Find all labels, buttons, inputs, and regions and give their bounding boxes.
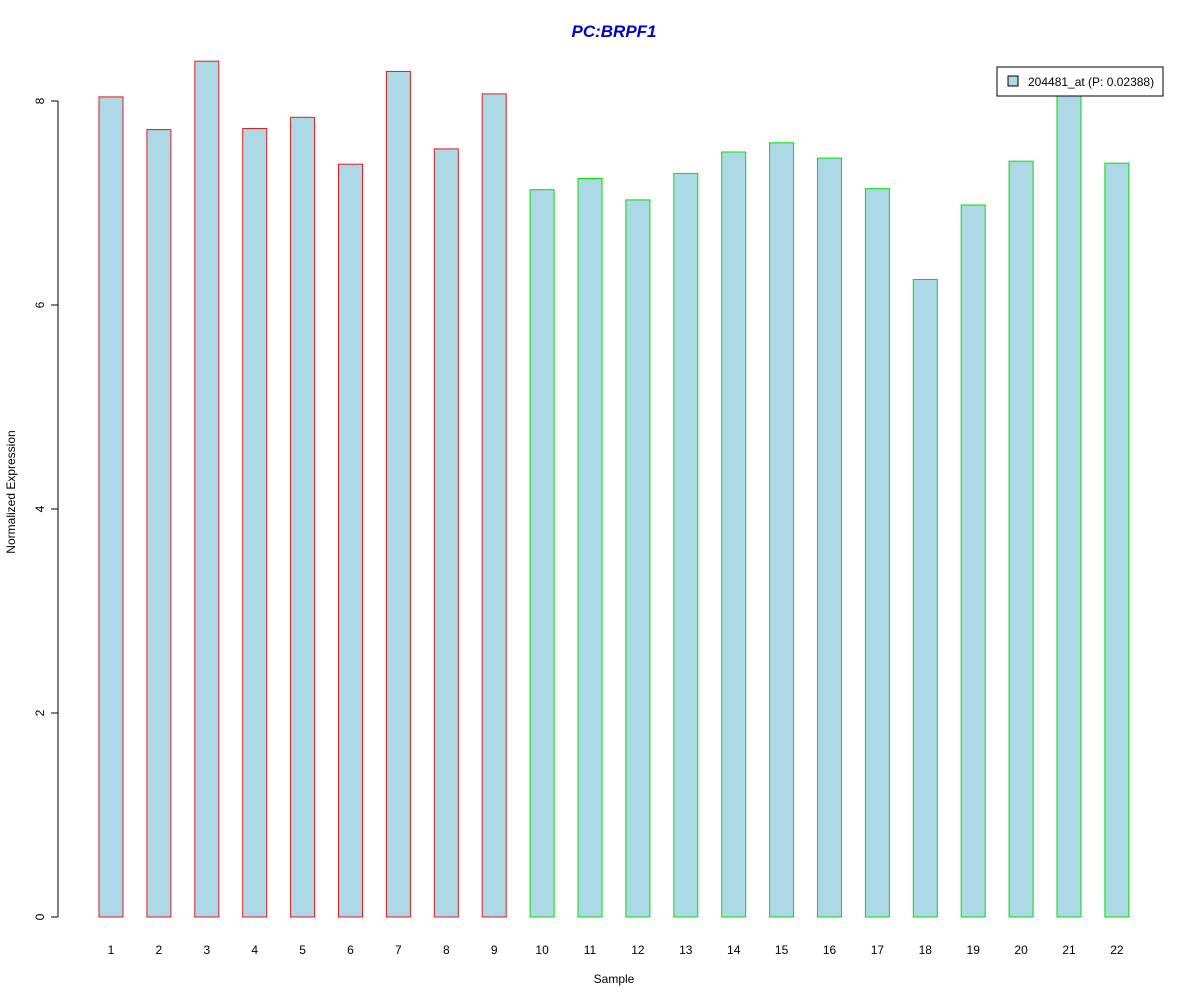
bar-sample-1 (98, 96, 124, 918)
bar-sample-7 (385, 70, 411, 918)
x-tick-label: 21 (1062, 943, 1076, 957)
x-tick-label: 19 (967, 943, 981, 957)
x-tick-label: 20 (1014, 943, 1028, 957)
chart-title: PC:BRPF1 (571, 22, 656, 41)
legend-swatch (1007, 75, 1019, 87)
legend: 204481_at (P: 0.02388) (996, 66, 1164, 97)
y-tick-label: 4 (33, 505, 47, 512)
x-tick-label: 16 (823, 943, 837, 957)
bar-sample-13 (673, 172, 699, 918)
bar-sample-16 (817, 157, 842, 918)
bar-sample-12 (625, 199, 651, 918)
bar-sample-8 (433, 148, 459, 918)
bar-sample-17 (864, 188, 890, 918)
x-tick-label: 14 (727, 943, 741, 957)
x-tick-label: 18 (919, 943, 933, 957)
x-tick-label: 13 (679, 943, 693, 957)
x-tick-label: 12 (631, 943, 645, 957)
x-tick-label: 6 (347, 943, 354, 957)
bar-sample-14 (721, 151, 747, 918)
x-tick-label: 8 (443, 943, 450, 957)
bar-sample-21 (1056, 95, 1082, 918)
legend-label: 204481_at (P: 0.02388) (1028, 75, 1154, 89)
y-tick-label: 6 (33, 301, 47, 308)
x-tick-label: 1 (108, 943, 115, 957)
bar-sample-6 (338, 163, 363, 918)
bar-sample-18 (912, 279, 938, 918)
y-tick-label: 0 (33, 913, 47, 920)
bar-sample-22 (1104, 162, 1130, 918)
bar-sample-9 (481, 93, 507, 918)
x-tick-label: 7 (395, 943, 402, 957)
legend-box (996, 66, 1164, 97)
bars (98, 60, 1130, 918)
bar-sample-11 (577, 178, 603, 918)
bar-sample-20 (1008, 160, 1034, 918)
x-tick-label: 9 (491, 943, 498, 957)
y-tick-label: 2 (33, 709, 47, 716)
x-tick-label: 15 (775, 943, 789, 957)
x-axis-label: Sample (594, 972, 635, 986)
x-tick-label: 17 (871, 943, 885, 957)
bar-sample-3 (194, 60, 220, 918)
x-tick-label: 3 (203, 943, 210, 957)
y-axis-label: Normalized Expression (4, 430, 18, 553)
bar-sample-19 (960, 204, 986, 918)
y-axis: 0 2 4 6 8 (33, 97, 59, 920)
bar-sample-15 (769, 142, 795, 918)
bar-sample-10 (529, 189, 555, 918)
x-tick-label: 10 (535, 943, 549, 957)
y-tick-label: 8 (33, 97, 47, 104)
x-tick-label: 11 (584, 943, 597, 957)
bar-sample-5 (290, 116, 316, 918)
x-tick-labels: 1 2 3 4 5 6 7 8 9 10 11 12 13 14 15 16 17 18 19 20 21 22 (108, 943, 1124, 957)
x-tick-label: 5 (299, 943, 306, 957)
x-tick-label: 2 (156, 943, 163, 957)
bar-sample-4 (242, 128, 268, 918)
x-tick-label: 22 (1110, 943, 1124, 957)
x-tick-label: 4 (251, 943, 258, 957)
bar-sample-2 (146, 129, 172, 918)
